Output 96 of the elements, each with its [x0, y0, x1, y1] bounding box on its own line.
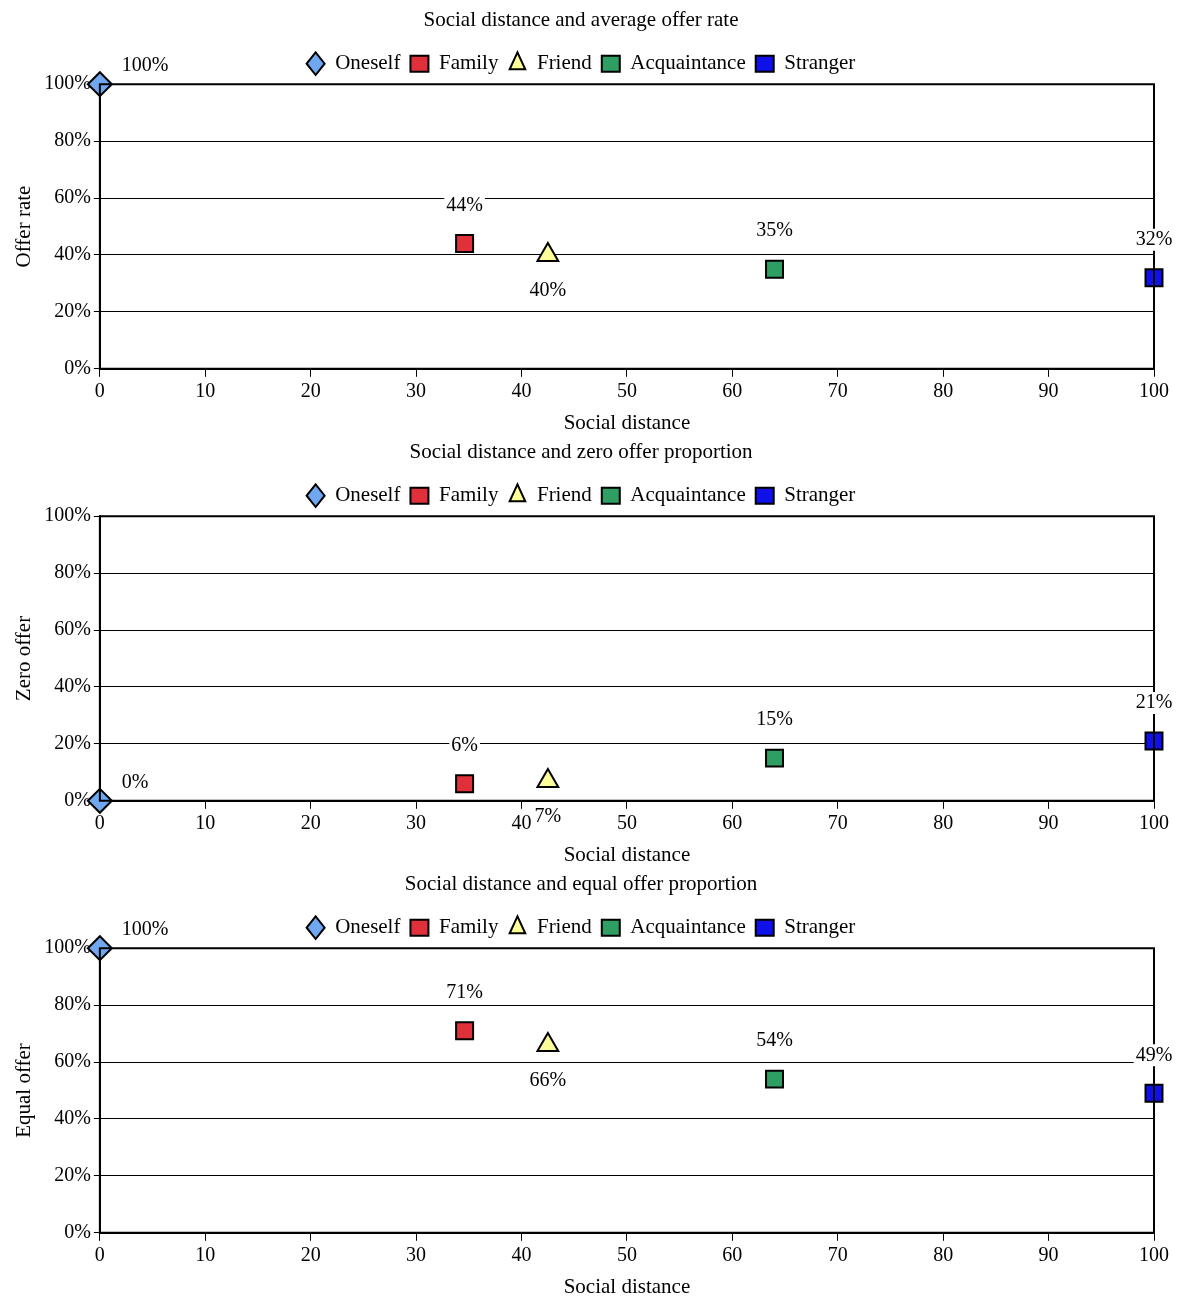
legend-label: Stranger — [784, 50, 856, 75]
x-axis-title: Social distance — [563, 409, 691, 434]
x-tick-label: 20 — [300, 379, 321, 402]
y-tick-label: 20% — [54, 299, 91, 322]
legend-label: Acquaintance — [630, 482, 746, 507]
data-label: 71% — [446, 979, 483, 1002]
x-tick-label: 50 — [616, 1243, 637, 1266]
y-tick-label: 0% — [64, 1220, 91, 1243]
legend-label: Oneself — [335, 50, 401, 75]
data-label: 0% — [121, 770, 149, 793]
x-tick-label: 100 — [1139, 1243, 1169, 1266]
point — [455, 234, 475, 254]
y-tick-label: 40% — [54, 674, 91, 697]
x-axis-title: Social distance — [563, 841, 691, 866]
legend-label: Friend — [536, 914, 593, 939]
x-tick-label: 60 — [722, 1243, 743, 1266]
x-tick-label: 40 — [511, 379, 532, 402]
data-label: 44% — [446, 192, 483, 215]
y-tick-label: 40% — [54, 242, 91, 265]
x-tick-label: 10 — [195, 811, 216, 834]
data-label: 35% — [756, 218, 793, 241]
x-tick-label: 80 — [933, 379, 954, 402]
legend-label: Family — [438, 50, 499, 75]
x-tick-label: 20 — [300, 1243, 321, 1266]
data-label: 49% — [1135, 1042, 1173, 1065]
data-label: 21% — [1135, 690, 1173, 713]
y-tick-label: 20% — [54, 1163, 91, 1186]
y-axis-title: Zero offer — [11, 615, 36, 702]
y-tick-label: 100% — [44, 503, 91, 526]
x-tick-label: 40 — [511, 811, 532, 834]
y-tick-label: 0% — [64, 788, 91, 811]
x-tick-label: 0 — [94, 811, 105, 834]
data-label: 32% — [1135, 226, 1173, 249]
x-axis-title: Social distance — [563, 1273, 691, 1298]
chart-title: Social distance and equal offer proportion — [404, 871, 758, 896]
data-label: 100% — [121, 917, 169, 940]
legend-label: Stranger — [784, 914, 856, 939]
y-tick-label: 60% — [54, 617, 91, 640]
x-tick-label: 50 — [616, 379, 637, 402]
point — [765, 259, 784, 279]
x-tick-label: 70 — [827, 811, 848, 834]
y-tick-label: 0% — [64, 356, 91, 379]
x-tick-label: 30 — [406, 811, 427, 834]
x-tick-label: 40 — [511, 1243, 532, 1266]
x-tick-label: 80 — [933, 1243, 954, 1266]
point — [765, 748, 784, 768]
x-tick-label: 30 — [406, 1243, 427, 1266]
y-axis-title: Equal offer — [11, 1043, 36, 1138]
y-tick-label: 80% — [54, 128, 91, 151]
y-tick-label: 40% — [54, 1106, 91, 1129]
point — [765, 1069, 784, 1089]
legend-label: Acquaintance — [630, 50, 746, 75]
x-tick-label: 90 — [1038, 379, 1059, 402]
y-tick-label: 60% — [54, 185, 91, 208]
x-tick-label: 10 — [195, 379, 216, 402]
legend-label: Friend — [536, 50, 593, 75]
legend-label: Family — [438, 482, 499, 507]
y-tick-label: 80% — [54, 560, 91, 583]
y-tick-label: 20% — [54, 731, 91, 754]
y-tick-label: 100% — [44, 71, 91, 94]
legend-label: Acquaintance — [630, 914, 746, 939]
legend-label: Stranger — [784, 482, 856, 507]
y-tick-label: 100% — [44, 935, 91, 958]
data-label: 15% — [756, 707, 793, 730]
legend-label: Friend — [536, 482, 593, 507]
x-tick-label: 20 — [300, 811, 321, 834]
x-tick-label: 60 — [722, 811, 743, 834]
x-tick-label: 60 — [722, 379, 743, 402]
x-tick-label: 30 — [406, 379, 427, 402]
data-label: 54% — [756, 1028, 793, 1051]
data-label: 66% — [529, 1068, 567, 1091]
x-tick-label: 80 — [933, 811, 954, 834]
data-label: 7% — [534, 804, 562, 827]
data-label: 6% — [451, 732, 478, 755]
x-tick-label: 0 — [94, 379, 105, 402]
x-tick-label: 90 — [1038, 811, 1059, 834]
legend-label: Family — [438, 914, 499, 939]
x-tick-label: 100 — [1139, 811, 1169, 834]
legend-label: Oneself — [335, 914, 401, 939]
chart-title: Social distance and zero offer proportion — [409, 439, 754, 464]
x-tick-label: 70 — [827, 1243, 848, 1266]
x-tick-label: 0 — [94, 1243, 105, 1266]
x-tick-label: 10 — [195, 1243, 216, 1266]
data-label: 100% — [121, 53, 169, 76]
y-axis-title: Offer rate — [11, 185, 36, 268]
x-tick-label: 90 — [1038, 1243, 1059, 1266]
x-tick-label: 50 — [616, 811, 637, 834]
legend-label: Oneself — [335, 482, 401, 507]
y-tick-label: 80% — [54, 992, 91, 1015]
y-tick-label: 60% — [54, 1049, 91, 1072]
x-tick-label: 70 — [827, 379, 848, 402]
point — [455, 1021, 475, 1041]
chart-title: Social distance and average offer rate — [423, 7, 739, 32]
x-tick-label: 100 — [1139, 379, 1169, 402]
data-label: 40% — [529, 278, 567, 301]
point — [455, 774, 475, 794]
